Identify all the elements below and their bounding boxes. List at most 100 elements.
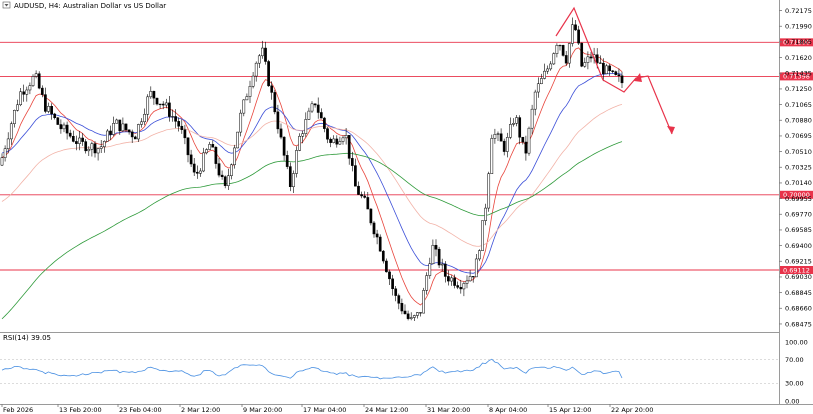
candle-body <box>99 146 103 149</box>
candle-body <box>189 154 193 165</box>
candle-body <box>47 106 50 112</box>
candle-body <box>530 108 534 129</box>
candle-body <box>605 65 608 74</box>
candle-body <box>515 117 518 124</box>
candle-body <box>273 92 277 113</box>
candle-body <box>397 295 401 304</box>
candle-body <box>354 165 357 187</box>
candle-body <box>316 104 320 113</box>
ma-long-line <box>1 141 623 320</box>
candle-body <box>440 263 444 266</box>
candle-body <box>28 85 32 91</box>
level-label: 0.71800 <box>783 39 810 47</box>
candle-body <box>202 152 205 172</box>
candle-body <box>369 208 373 224</box>
candle-body <box>521 136 525 143</box>
level-label: 0.71398 <box>783 73 810 81</box>
candle-body <box>580 42 584 67</box>
candle-body <box>199 170 202 174</box>
drawn-arrow-path[interactable] <box>555 6 673 135</box>
price-tick-label: 0.70325 <box>785 164 812 172</box>
candle-body <box>285 155 289 167</box>
candle-body <box>6 138 10 150</box>
candle-body <box>363 195 367 198</box>
price-tick-label: 0.69215 <box>785 258 812 266</box>
candle-body <box>112 123 115 135</box>
candle-body <box>65 124 69 134</box>
candle-body <box>133 136 137 140</box>
candle-body <box>93 143 97 154</box>
candle-body <box>254 62 258 77</box>
arrow-head-down <box>667 126 675 134</box>
candle-body <box>416 312 419 316</box>
candle-body <box>409 317 413 319</box>
candle-body <box>509 124 512 138</box>
time-tick-label: Feb 2026 <box>3 406 33 414</box>
price-tick-label: 0.69400 <box>785 242 812 250</box>
candle-body <box>589 56 593 59</box>
candle-body <box>37 73 41 89</box>
candle-body <box>360 194 363 197</box>
candle-body <box>115 119 119 124</box>
level-price-tag <box>780 38 813 47</box>
candle-body <box>505 137 509 152</box>
candle-body <box>292 173 295 188</box>
candle-body <box>335 138 339 145</box>
rsi-caption: RSI(14) 39.05 <box>3 334 51 342</box>
candle-body <box>301 133 305 137</box>
candle-body <box>177 121 181 127</box>
symbol-caption: AUDUSD, H4: Australian Dollar vs US Doll… <box>14 2 166 10</box>
candle-body <box>226 175 230 186</box>
price-tick-label: 0.71250 <box>785 85 812 93</box>
time-tick-label: 22 Apr 20:00 <box>611 406 653 414</box>
ma-medium-line <box>1 72 623 274</box>
candle-body <box>68 132 72 137</box>
candle-body <box>220 174 224 177</box>
time-tick-label: 9 Mar 20:00 <box>243 406 282 414</box>
time-tick-label: 23 Feb 04:00 <box>119 406 162 414</box>
dropdown-icon[interactable] <box>4 4 9 7</box>
price-tick-label: 0.71435 <box>785 70 812 78</box>
candle-body <box>465 280 469 284</box>
candle-body <box>595 54 599 64</box>
candle-body <box>456 285 460 288</box>
candle-body <box>31 76 35 86</box>
candle-body <box>549 63 553 70</box>
candle-body <box>174 116 177 122</box>
ma-slow-line <box>1 104 623 247</box>
candle-body <box>459 287 463 290</box>
candle-body <box>56 117 60 125</box>
rsi-tick-label: 70.00 <box>785 356 804 364</box>
candle-body <box>245 96 249 101</box>
candle-body <box>140 121 143 125</box>
candle-body <box>344 135 348 139</box>
candle-body <box>527 127 531 154</box>
price-tick-label: 0.68845 <box>785 289 812 297</box>
candle-body <box>372 222 376 235</box>
candle-body <box>22 91 26 95</box>
candle-body <box>44 94 47 112</box>
price-tick-label: 0.70510 <box>785 148 812 156</box>
candle-body <box>502 140 506 152</box>
candle-body <box>388 271 391 280</box>
candle-body <box>192 163 196 173</box>
rsi-panel: 100.00 70.00 30.00 0.00 <box>0 338 808 405</box>
candle-body <box>462 283 466 290</box>
candle-body <box>164 102 168 106</box>
candle-body <box>264 47 267 62</box>
candle-body <box>533 91 537 110</box>
candle-body <box>3 148 7 158</box>
candle-body <box>143 113 146 123</box>
candle-body <box>558 45 562 47</box>
candle-body <box>403 310 407 315</box>
candle-body <box>248 86 252 97</box>
candle-body <box>118 119 122 132</box>
level-label: 0.70000 <box>783 191 810 199</box>
candle-body <box>422 290 425 314</box>
candle-body <box>611 70 615 72</box>
candle-body <box>62 124 66 130</box>
arrow-head-up <box>634 73 642 82</box>
